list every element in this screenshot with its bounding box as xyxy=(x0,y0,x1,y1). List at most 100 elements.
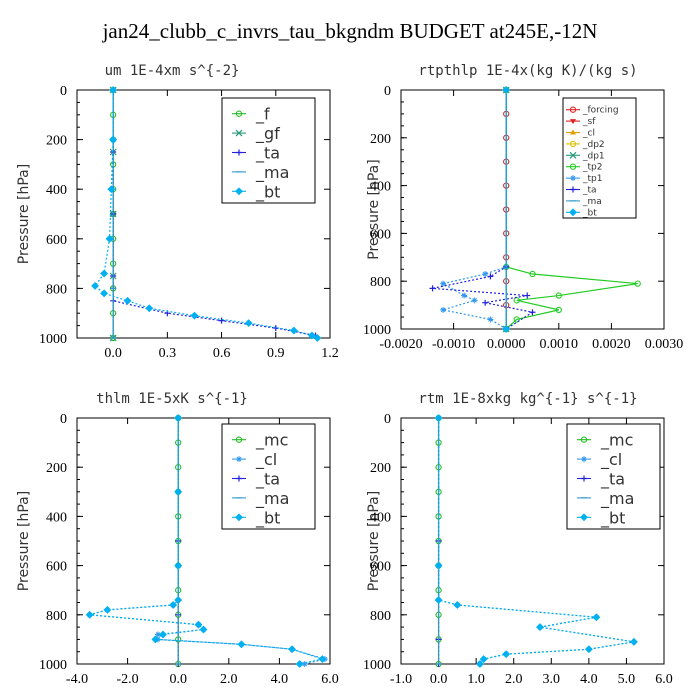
legend-marker xyxy=(235,129,243,137)
legend: _mc_cl_ta_ma_bt xyxy=(221,423,316,530)
data-point xyxy=(440,280,447,287)
y-tick-label: 0 xyxy=(60,84,67,99)
y-axis-label: Pressure [hPa] xyxy=(16,491,32,591)
x-tick-label: 1.0 xyxy=(467,672,485,687)
legend: _mc_cl_ta_ma_bt xyxy=(566,423,661,530)
legend-label: _ta xyxy=(600,470,625,490)
y-tick-label: 600 xyxy=(46,233,67,248)
y-tick-label: 0 xyxy=(60,412,67,427)
legend-label: _ta xyxy=(255,470,280,490)
x-tick-label: 0.3 xyxy=(159,346,177,361)
legend-label: _f xyxy=(255,105,270,125)
x-tick-label: 0.0 xyxy=(104,346,122,361)
x-tick-label: 0.0000 xyxy=(487,337,526,352)
legend-label: _dp1 xyxy=(582,151,605,161)
legend-marker xyxy=(569,151,577,159)
legend-label: _bt xyxy=(600,508,625,528)
x-tick-label: 0.9 xyxy=(267,346,285,361)
data-point xyxy=(174,561,183,570)
legend-marker xyxy=(235,110,243,117)
data-point xyxy=(313,334,322,342)
data-point xyxy=(91,281,99,290)
series-line xyxy=(505,90,638,330)
y-tick-label: 600 xyxy=(370,227,391,242)
legend: _f_gf_ta_ma_bt xyxy=(221,97,316,204)
legend-label: _forcing xyxy=(582,106,619,116)
legend-marker xyxy=(236,149,242,156)
legend-marker xyxy=(580,436,588,443)
y-tick-label: 600 xyxy=(46,560,67,575)
x-tick-label: 4.0 xyxy=(580,672,598,687)
data-point xyxy=(487,316,494,323)
legend-label: _cl xyxy=(582,129,595,139)
y-tick-label: 800 xyxy=(46,609,67,624)
series-line xyxy=(441,90,507,330)
series-line xyxy=(94,90,318,339)
legend-marker xyxy=(235,187,243,196)
legend-label: _sf xyxy=(582,117,596,127)
data-point xyxy=(434,561,443,570)
y-tick-label: 400 xyxy=(370,510,391,525)
legend-label: _ta xyxy=(582,186,597,196)
legend-label: _cl xyxy=(255,450,277,470)
data-point xyxy=(174,596,183,604)
legend-label: _cl xyxy=(600,450,622,470)
x-tick-label: -1.0 xyxy=(390,672,412,687)
series-tp1 xyxy=(440,87,510,332)
legend-marker xyxy=(235,513,243,522)
data-point xyxy=(109,135,118,144)
x-tick-label: 5.0 xyxy=(618,672,636,687)
data-point xyxy=(471,297,478,304)
data-point xyxy=(151,635,160,644)
legend-marker xyxy=(570,129,576,135)
data-point xyxy=(434,596,443,604)
data-point xyxy=(630,637,638,646)
legend-marker xyxy=(581,456,587,463)
data-point xyxy=(634,280,641,287)
x-tick-label: 0.0010 xyxy=(540,337,579,352)
data-point xyxy=(475,660,484,668)
data-point xyxy=(434,414,443,422)
panel-title: rtpthlp 1E-4x(kg K)/(kg s) xyxy=(418,63,637,79)
legend-label: _tp2 xyxy=(582,163,602,173)
x-tick-label: 3.0 xyxy=(543,672,561,687)
legend-label: _dp2 xyxy=(582,140,605,150)
legend-marker xyxy=(569,140,577,148)
data-point xyxy=(289,326,298,335)
data-point xyxy=(100,269,109,278)
y-axis-label: Pressure [hPa] xyxy=(366,159,382,259)
series-bt xyxy=(502,86,511,333)
legend-label: _bt xyxy=(255,182,280,202)
panel-title: rtm 1E-8xkg kg^{-1} s^{-1} xyxy=(418,391,637,407)
x-tick-label: 0.6 xyxy=(213,346,231,361)
data-point xyxy=(482,299,489,306)
data-point xyxy=(174,487,183,496)
data-point xyxy=(288,645,296,654)
data-point xyxy=(308,331,316,340)
data-point xyxy=(218,317,225,324)
data-point xyxy=(103,605,112,614)
legend-marker xyxy=(580,513,588,522)
x-tick-label: -0.0010 xyxy=(432,337,475,352)
y-tick-label: 0 xyxy=(384,412,391,427)
data-point xyxy=(524,292,531,299)
x-tick-label: -4.0 xyxy=(66,672,88,687)
y-tick-label: 200 xyxy=(46,134,67,149)
data-point xyxy=(301,661,308,667)
x-tick-label: 0.0030 xyxy=(645,337,684,352)
data-point xyxy=(100,289,109,298)
data-point xyxy=(461,292,468,299)
data-point xyxy=(453,601,462,609)
data-point xyxy=(199,625,208,634)
data-point xyxy=(123,296,132,305)
y-tick-label: 200 xyxy=(370,461,391,476)
x-tick-label: 6.0 xyxy=(321,672,339,687)
legend-marker xyxy=(570,119,576,125)
legend-marker xyxy=(570,175,576,182)
data-point xyxy=(318,655,327,664)
legend-label: _bt xyxy=(255,508,280,528)
data-point xyxy=(194,620,203,629)
data-point xyxy=(190,311,199,320)
y-tick-label: 800 xyxy=(46,282,67,297)
data-point xyxy=(429,285,436,292)
